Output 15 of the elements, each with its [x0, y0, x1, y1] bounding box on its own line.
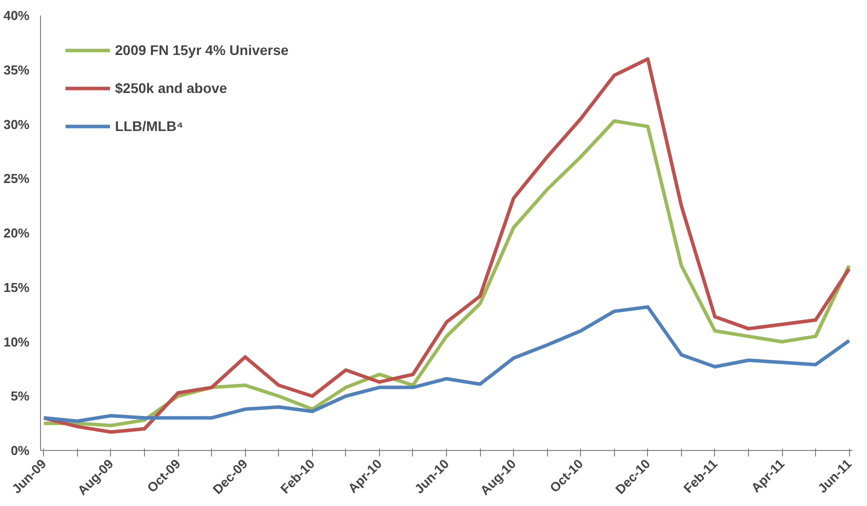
y-tick-label: 15% — [3, 280, 30, 295]
y-tick-label: 30% — [3, 116, 30, 132]
legend-label: $250k and above — [115, 80, 228, 96]
legend-label: LLB/MLB⁴ — [115, 118, 184, 134]
y-tick-label: 10% — [3, 334, 30, 350]
line-series — [42, 305, 851, 423]
y-tick-label: 35% — [3, 62, 30, 78]
y-tick-label: 25% — [3, 171, 30, 186]
y-tick-label: 20% — [3, 226, 30, 240]
y-tick-label: 5% — [10, 388, 30, 404]
line-series — [42, 119, 851, 428]
y-tick-label: 40% — [3, 8, 30, 23]
legend-label: 2009 FN 15yr 4% Universe — [115, 42, 289, 58]
y-tick-label: 0% — [10, 443, 30, 458]
line-series — [42, 57, 851, 434]
